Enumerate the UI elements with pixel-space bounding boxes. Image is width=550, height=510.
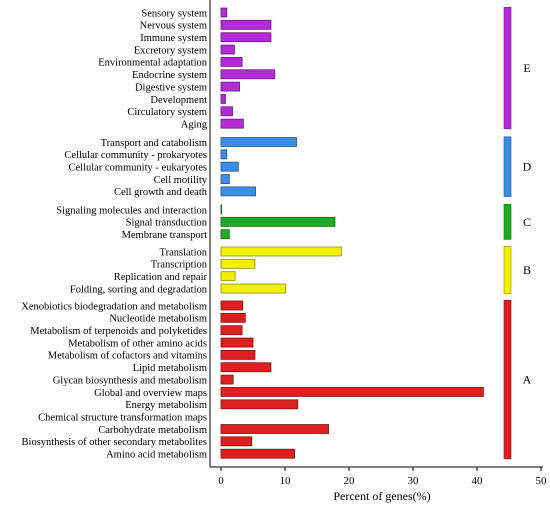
bar-E-4 [220,57,243,67]
category-label: Lipid metabolism [133,363,207,374]
category-label: Transport and catabolism [101,138,207,149]
x-tick-label: 50 [536,475,548,487]
bar-E-3 [220,44,235,55]
category-label: Sensory system [141,8,207,19]
category-label: Aging [181,119,208,130]
bar-D-0 [220,137,297,147]
bar-A-1 [220,312,246,323]
group-brackets: E D C B A [503,7,532,460]
group-bracket-E [503,7,512,130]
category-label: Cellular community - eukaryotes [68,163,207,174]
bar-C-0 [220,204,223,215]
category-label: Environmental adaptation [98,58,208,69]
bar-D-1 [220,149,228,160]
category-label: Energy metabolism [125,400,207,411]
x-tick-label: 0 [218,475,224,487]
bar-C-1 [220,216,336,227]
bar-D-3 [220,174,230,184]
category-label: Signal transduction [126,218,208,229]
x-tick-label: 40 [472,475,484,487]
category-label: Development [150,95,207,106]
x-axis: Percent of genes(%) 0 10 20 30 40 50 [209,0,548,503]
bar-B-2 [220,271,236,282]
category-label: Nervous system [140,21,207,32]
category-label: Circulatory system [127,107,207,118]
bar-E-8 [220,106,233,117]
category-label: Immune system [140,33,207,44]
bar-A-6 [220,374,234,385]
bar-B-3 [220,283,287,294]
category-label: Excretory system [134,45,207,56]
category-label: Translation [160,247,208,258]
bar-E-0 [220,7,228,18]
category-label: Biosynthesis of other secondary metaboli… [22,437,207,448]
category-label: Folding, sorting and degradation [70,284,208,295]
bar-E-2 [220,32,272,43]
bar-A-12 [220,448,295,459]
bar-D-4 [220,186,256,197]
category-label: Xenobiotics biodegradation and metabolis… [21,301,207,312]
bar-E-7 [220,94,226,104]
x-axis-title: Percent of genes(%) [333,489,430,503]
group-label-E: E [523,61,530,75]
group-label-A: A [523,373,532,387]
bar-A-3 [220,337,254,348]
bar-C-2 [220,229,230,240]
category-label: Metabolism of terpenoids and polyketides [30,326,207,337]
bar-D-2 [220,161,239,172]
group-bracket-A [503,300,512,460]
bar-B-1 [220,258,256,269]
x-tick-label: 30 [408,475,420,487]
group-bracket-B [503,246,512,295]
category-label: Amino acid metabolism [106,450,207,461]
bar-E-9 [220,118,244,129]
bar-A-10 [220,424,329,434]
category-label: Chemical structure transformation maps [38,412,207,423]
bar-E-1 [220,19,272,30]
category-label: Metabolism of cofactors and vitamins [48,351,207,362]
group-bracket-C [503,204,512,240]
category-label: Nucleotide metabolism [109,314,207,325]
category-label: Metabolism of other amino acids [68,338,207,349]
bar-B-0 [220,246,342,257]
bar-A-4 [220,349,256,360]
category-label: Glycan biosynthesis and metabolism [53,375,207,386]
category-label: Digestive system [135,82,207,93]
category-label: Cellular community - prokaryotes [64,150,207,161]
bar-A-5 [220,362,272,373]
bar-A-8 [220,399,299,410]
bars-layer [220,7,484,459]
category-label: Carbohydrate metabolism [98,425,207,436]
group-label-D: D [523,160,532,174]
x-tick-label: 20 [344,475,356,487]
category-label: Global and overview maps [94,388,207,399]
bar-E-6 [220,81,240,92]
bar-A-0 [220,300,244,311]
bar-A-7 [220,387,484,397]
category-label: Transcription [151,260,208,271]
category-label: Signaling molecules and interaction [56,205,208,216]
group-bracket-D [503,136,512,197]
bar-A-2 [220,325,243,336]
bar-A-11 [220,436,253,447]
category-label: Cell motility [154,175,208,186]
category-label: Replication and repair [114,272,208,283]
bar-E-5 [220,69,276,80]
category-label: Membrane transport [122,230,208,241]
x-tick-label: 10 [280,475,292,487]
group-label-C: C [523,215,531,229]
category-label: Endocrine system [132,70,207,81]
category-label: Cell growth and death [114,187,208,198]
group-label-B: B [523,263,531,277]
